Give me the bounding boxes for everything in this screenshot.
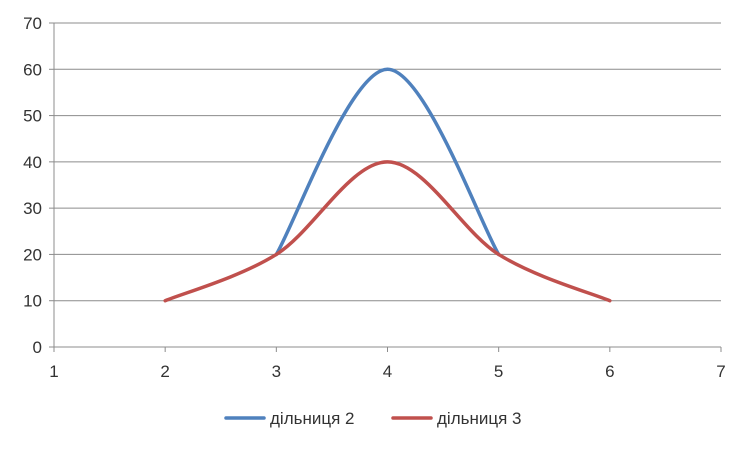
x-tick-label-2: 2 xyxy=(160,362,169,381)
y-tick-label-30: 30 xyxy=(23,199,42,218)
y-tick-label-20: 20 xyxy=(23,245,42,264)
x-tick-label-7: 7 xyxy=(716,362,725,381)
x-tick-label-6: 6 xyxy=(605,362,614,381)
series-lines xyxy=(163,67,612,303)
legend: дільниця 2 дільниця 3 xyxy=(224,409,521,428)
y-tick-label-50: 50 xyxy=(23,107,42,126)
legend-label-1: дільниця 2 xyxy=(270,409,354,428)
y-tick-label-40: 40 xyxy=(23,153,42,172)
legend-item-2: дільниця 3 xyxy=(391,409,521,428)
x-tick-label-4: 4 xyxy=(383,362,392,381)
legend-item-1: дільниця 2 xyxy=(224,409,354,428)
tick-labels: 0 10 20 30 40 50 60 70 1 2 3 4 5 6 7 xyxy=(23,14,726,381)
series-line-2 xyxy=(163,160,612,303)
x-tick-label-3: 3 xyxy=(272,362,281,381)
x-tick-label-5: 5 xyxy=(494,362,503,381)
x-tick-label-1: 1 xyxy=(49,362,58,381)
legend-label-2: дільниця 3 xyxy=(437,409,521,428)
y-tick-label-60: 60 xyxy=(23,60,42,79)
series-line-1 xyxy=(274,67,501,257)
axes xyxy=(49,22,722,352)
y-tick-label-10: 10 xyxy=(23,292,42,311)
y-tick-label-0: 0 xyxy=(33,338,42,357)
y-tick-label-70: 70 xyxy=(23,14,42,33)
